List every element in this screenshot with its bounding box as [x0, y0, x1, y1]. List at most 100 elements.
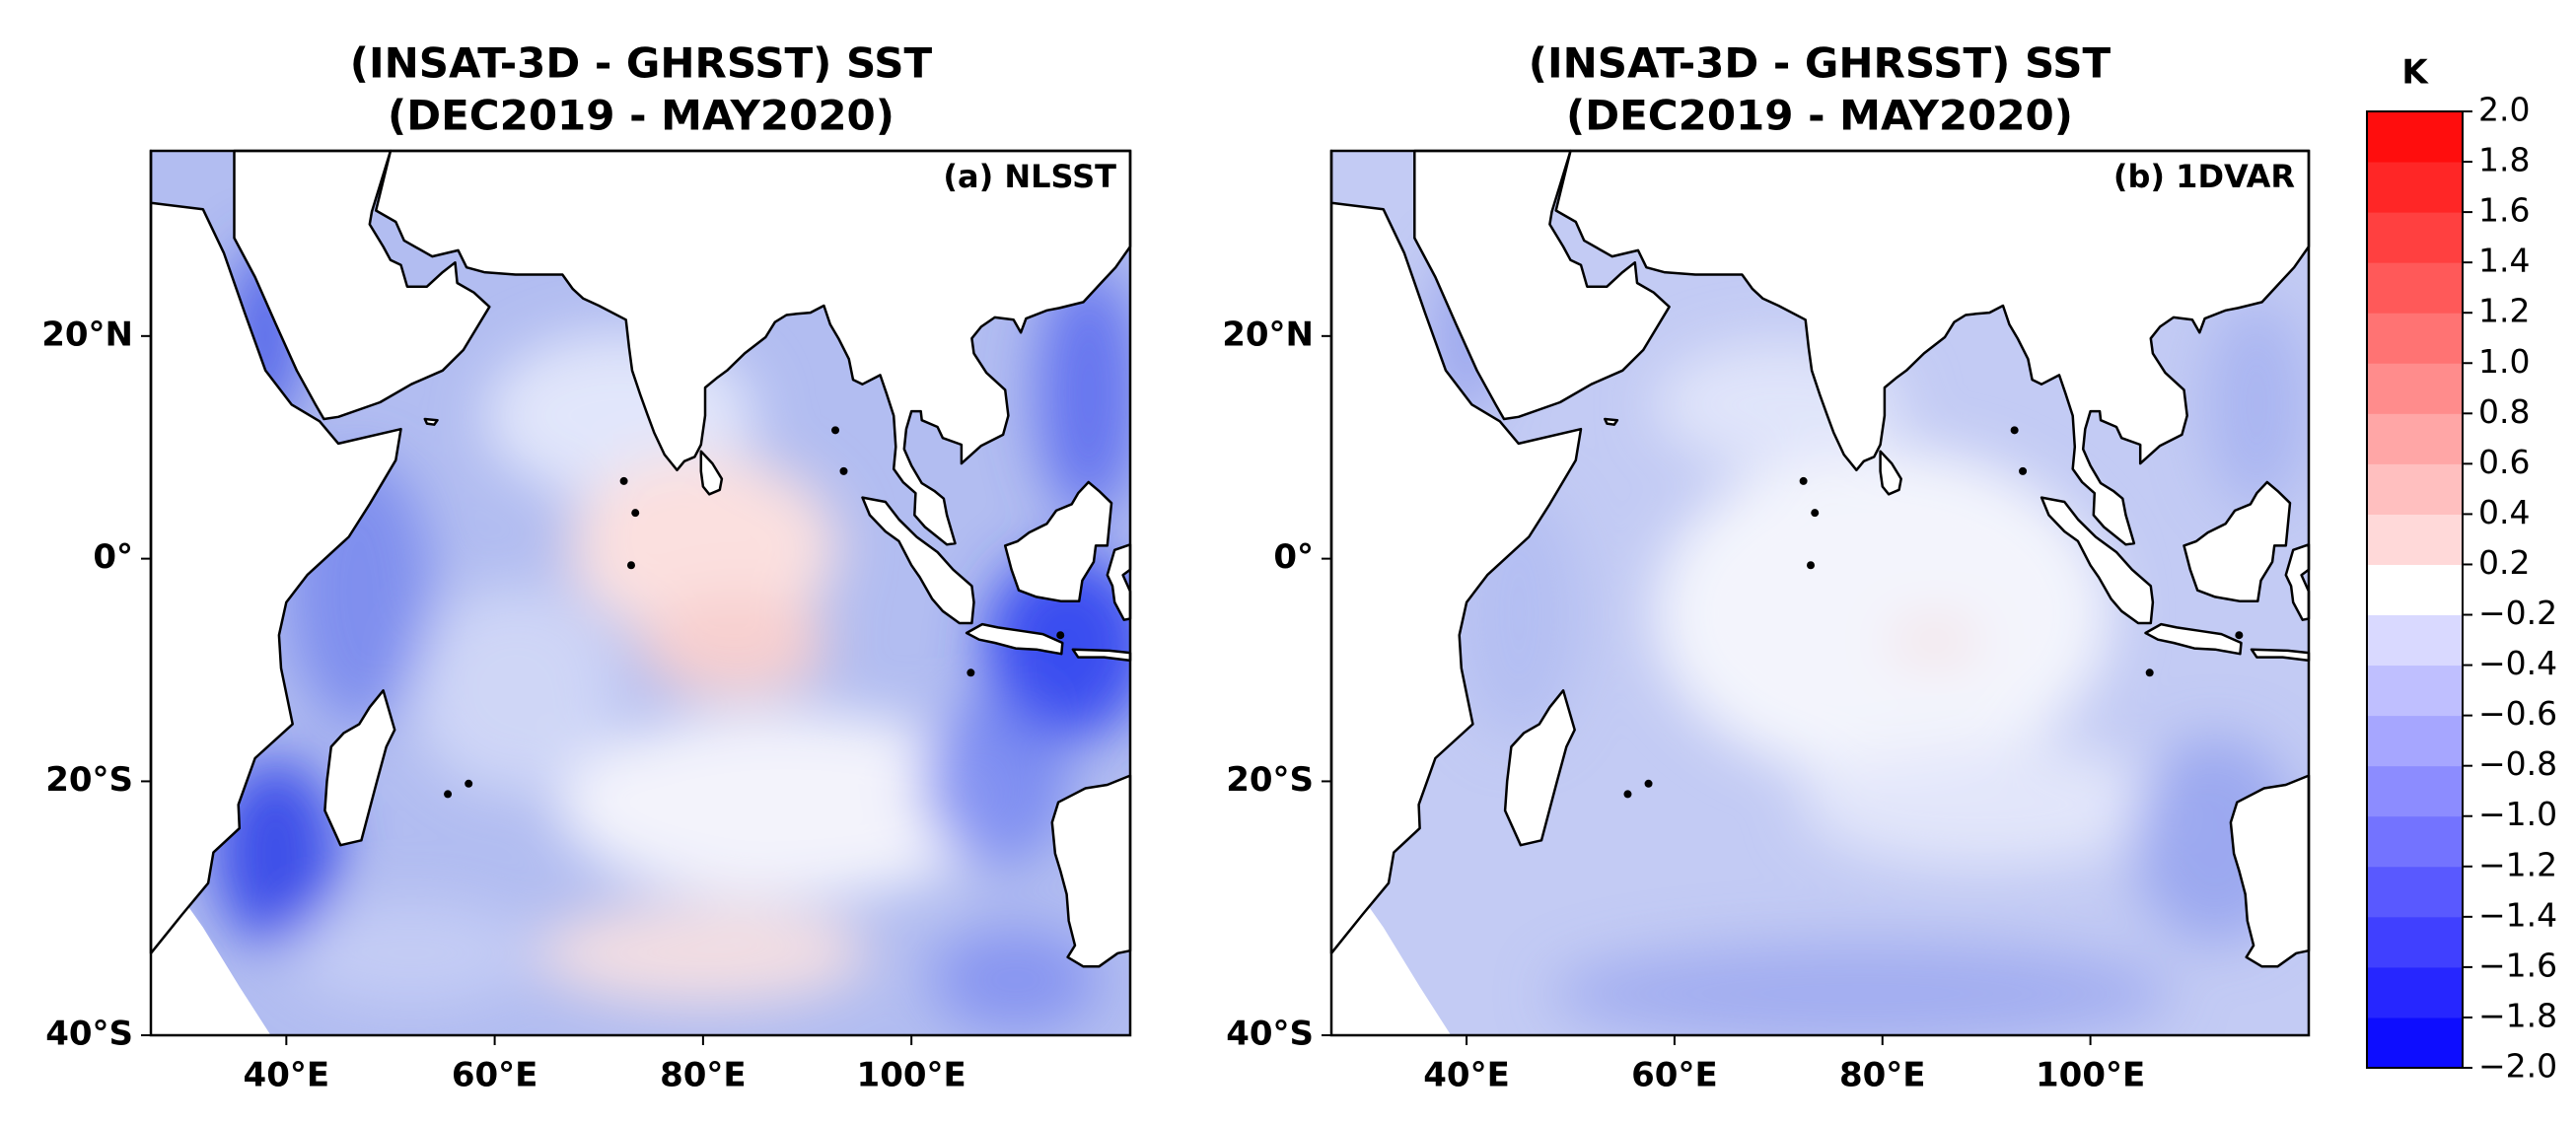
colorbar-tick-label: 2.0: [2478, 91, 2530, 129]
colorbar-bin: [2367, 162, 2463, 213]
sst-anomaly: [640, 594, 828, 699]
y-tick-label: 20°N: [1222, 315, 1314, 354]
map-panel: (INSAT-3D - GHRSST) SST(DEC2019 - MAY202…: [1222, 39, 2311, 1095]
sst-anomaly: [286, 901, 537, 1006]
y-tick-label: 40°S: [45, 1015, 133, 1054]
colorbar-bin: [2367, 866, 2463, 918]
x-tick-label: 80°E: [1839, 1056, 1926, 1095]
colorbar-tick-label: −1.8: [2478, 996, 2557, 1034]
island: [2235, 631, 2244, 640]
island: [1807, 561, 1816, 570]
colorbar-tick-label: 0.4: [2478, 493, 2530, 531]
land: [965, 622, 1064, 656]
land: [1413, 149, 1671, 421]
land: [1879, 450, 1902, 496]
land: [1554, 149, 2311, 546]
panel-label: (a) NLSST: [943, 158, 1116, 195]
land: [1329, 149, 1583, 955]
y-tick-label: 0°: [1273, 537, 1314, 577]
panel-title: (DEC2019 - MAY2020): [1566, 92, 2073, 140]
colorbar-frame: [2366, 110, 2464, 1069]
land: [1604, 417, 1619, 426]
x-tick-label: 100°E: [857, 1056, 966, 1095]
y-tick-label: 40°S: [1226, 1015, 1314, 1054]
land: [2182, 480, 2292, 603]
colorbar-tick-label: −0.2: [2478, 594, 2557, 632]
colorbar-bin: [2367, 665, 2463, 717]
colorbar-bin: [2367, 413, 2463, 464]
colorbar-bin: [2367, 916, 2463, 968]
island: [1811, 509, 1820, 518]
panel-title: (INSAT-3D - GHRSST) SST: [350, 39, 933, 88]
colorbar-tick-label: −0.4: [2478, 644, 2557, 682]
map-frame: [149, 149, 1132, 1037]
x-tick-label: 60°E: [1631, 1056, 1718, 1095]
island: [839, 466, 848, 475]
colorbar-tick-label: 1.8: [2478, 141, 2530, 179]
map-panel: (INSAT-3D - GHRSST) SST(DEC2019 - MAY202…: [41, 39, 1132, 1095]
colorbar-tick-label: −2.0: [2478, 1047, 2557, 1086]
land: [861, 496, 975, 625]
x-tick-label: 100°E: [2036, 1056, 2145, 1095]
land: [2144, 622, 2243, 656]
island: [966, 668, 975, 677]
land: [1003, 480, 1113, 603]
colorbar-bin: [2367, 363, 2463, 414]
colorbar-bin: [2367, 313, 2463, 364]
sst-anomaly: [1549, 941, 2174, 1035]
island: [1644, 779, 1653, 788]
colorbar-tick-label: 0.2: [2478, 543, 2530, 582]
sst-anomaly: [932, 928, 1100, 1032]
colorbar-bin: [2367, 815, 2463, 868]
land: [699, 450, 724, 496]
sst-anomaly: [213, 758, 339, 947]
colorbar-bin: [2367, 765, 2463, 817]
y-tick-label: 20°S: [45, 760, 133, 800]
sst-anomaly: [1893, 628, 1976, 654]
colorbar-bin: [2367, 111, 2463, 163]
sst-anomaly: [984, 552, 1130, 740]
sst-anomaly: [1036, 268, 1130, 519]
colorbar-tick-label: 1.2: [2478, 292, 2530, 330]
colorbar-bin: [2367, 715, 2463, 767]
colorbar-bin: [2367, 262, 2463, 314]
colorbar-tick-label: −0.6: [2478, 694, 2557, 733]
sst-anomaly: [536, 901, 870, 1006]
island: [444, 790, 453, 799]
land: [423, 417, 439, 426]
colorbar-tick-label: 1.0: [2478, 342, 2530, 381]
colorbar-bin: [2367, 966, 2463, 1019]
land: [2039, 496, 2155, 625]
sst-anomaly: [921, 697, 1068, 865]
island: [2019, 466, 2028, 475]
land: [149, 149, 402, 955]
x-tick-label: 80°E: [660, 1056, 747, 1095]
sst-anomaly: [567, 454, 839, 642]
island: [619, 476, 628, 485]
x-tick-label: 60°E: [452, 1056, 538, 1095]
colorbar-bin: [2367, 463, 2463, 515]
panel-title: (DEC2019 - MAY2020): [388, 92, 894, 140]
colorbar-tick-label: 0.6: [2478, 443, 2530, 481]
colorbar-unit: K: [2401, 53, 2429, 93]
sst-anomaly: [2204, 300, 2309, 509]
y-tick-label: 20°N: [41, 315, 133, 354]
colorbar-bin: [2367, 212, 2463, 263]
island: [631, 509, 640, 518]
island: [2145, 668, 2154, 677]
coastlines: [1329, 149, 2311, 968]
panel-title: (INSAT-3D - GHRSST) SST: [1529, 39, 2111, 88]
land: [374, 149, 1132, 546]
land: [1050, 774, 1132, 968]
colorbar-bin: [2367, 564, 2463, 616]
x-tick-label: 40°E: [1423, 1056, 1510, 1095]
land: [233, 149, 491, 421]
island: [626, 561, 635, 570]
land: [2229, 774, 2311, 968]
sst-anomaly: [556, 711, 1016, 899]
island: [465, 779, 473, 788]
island: [1799, 476, 1808, 485]
map-frame: [1329, 149, 2311, 1037]
coastlines: [149, 149, 1132, 968]
land: [1503, 689, 1576, 847]
